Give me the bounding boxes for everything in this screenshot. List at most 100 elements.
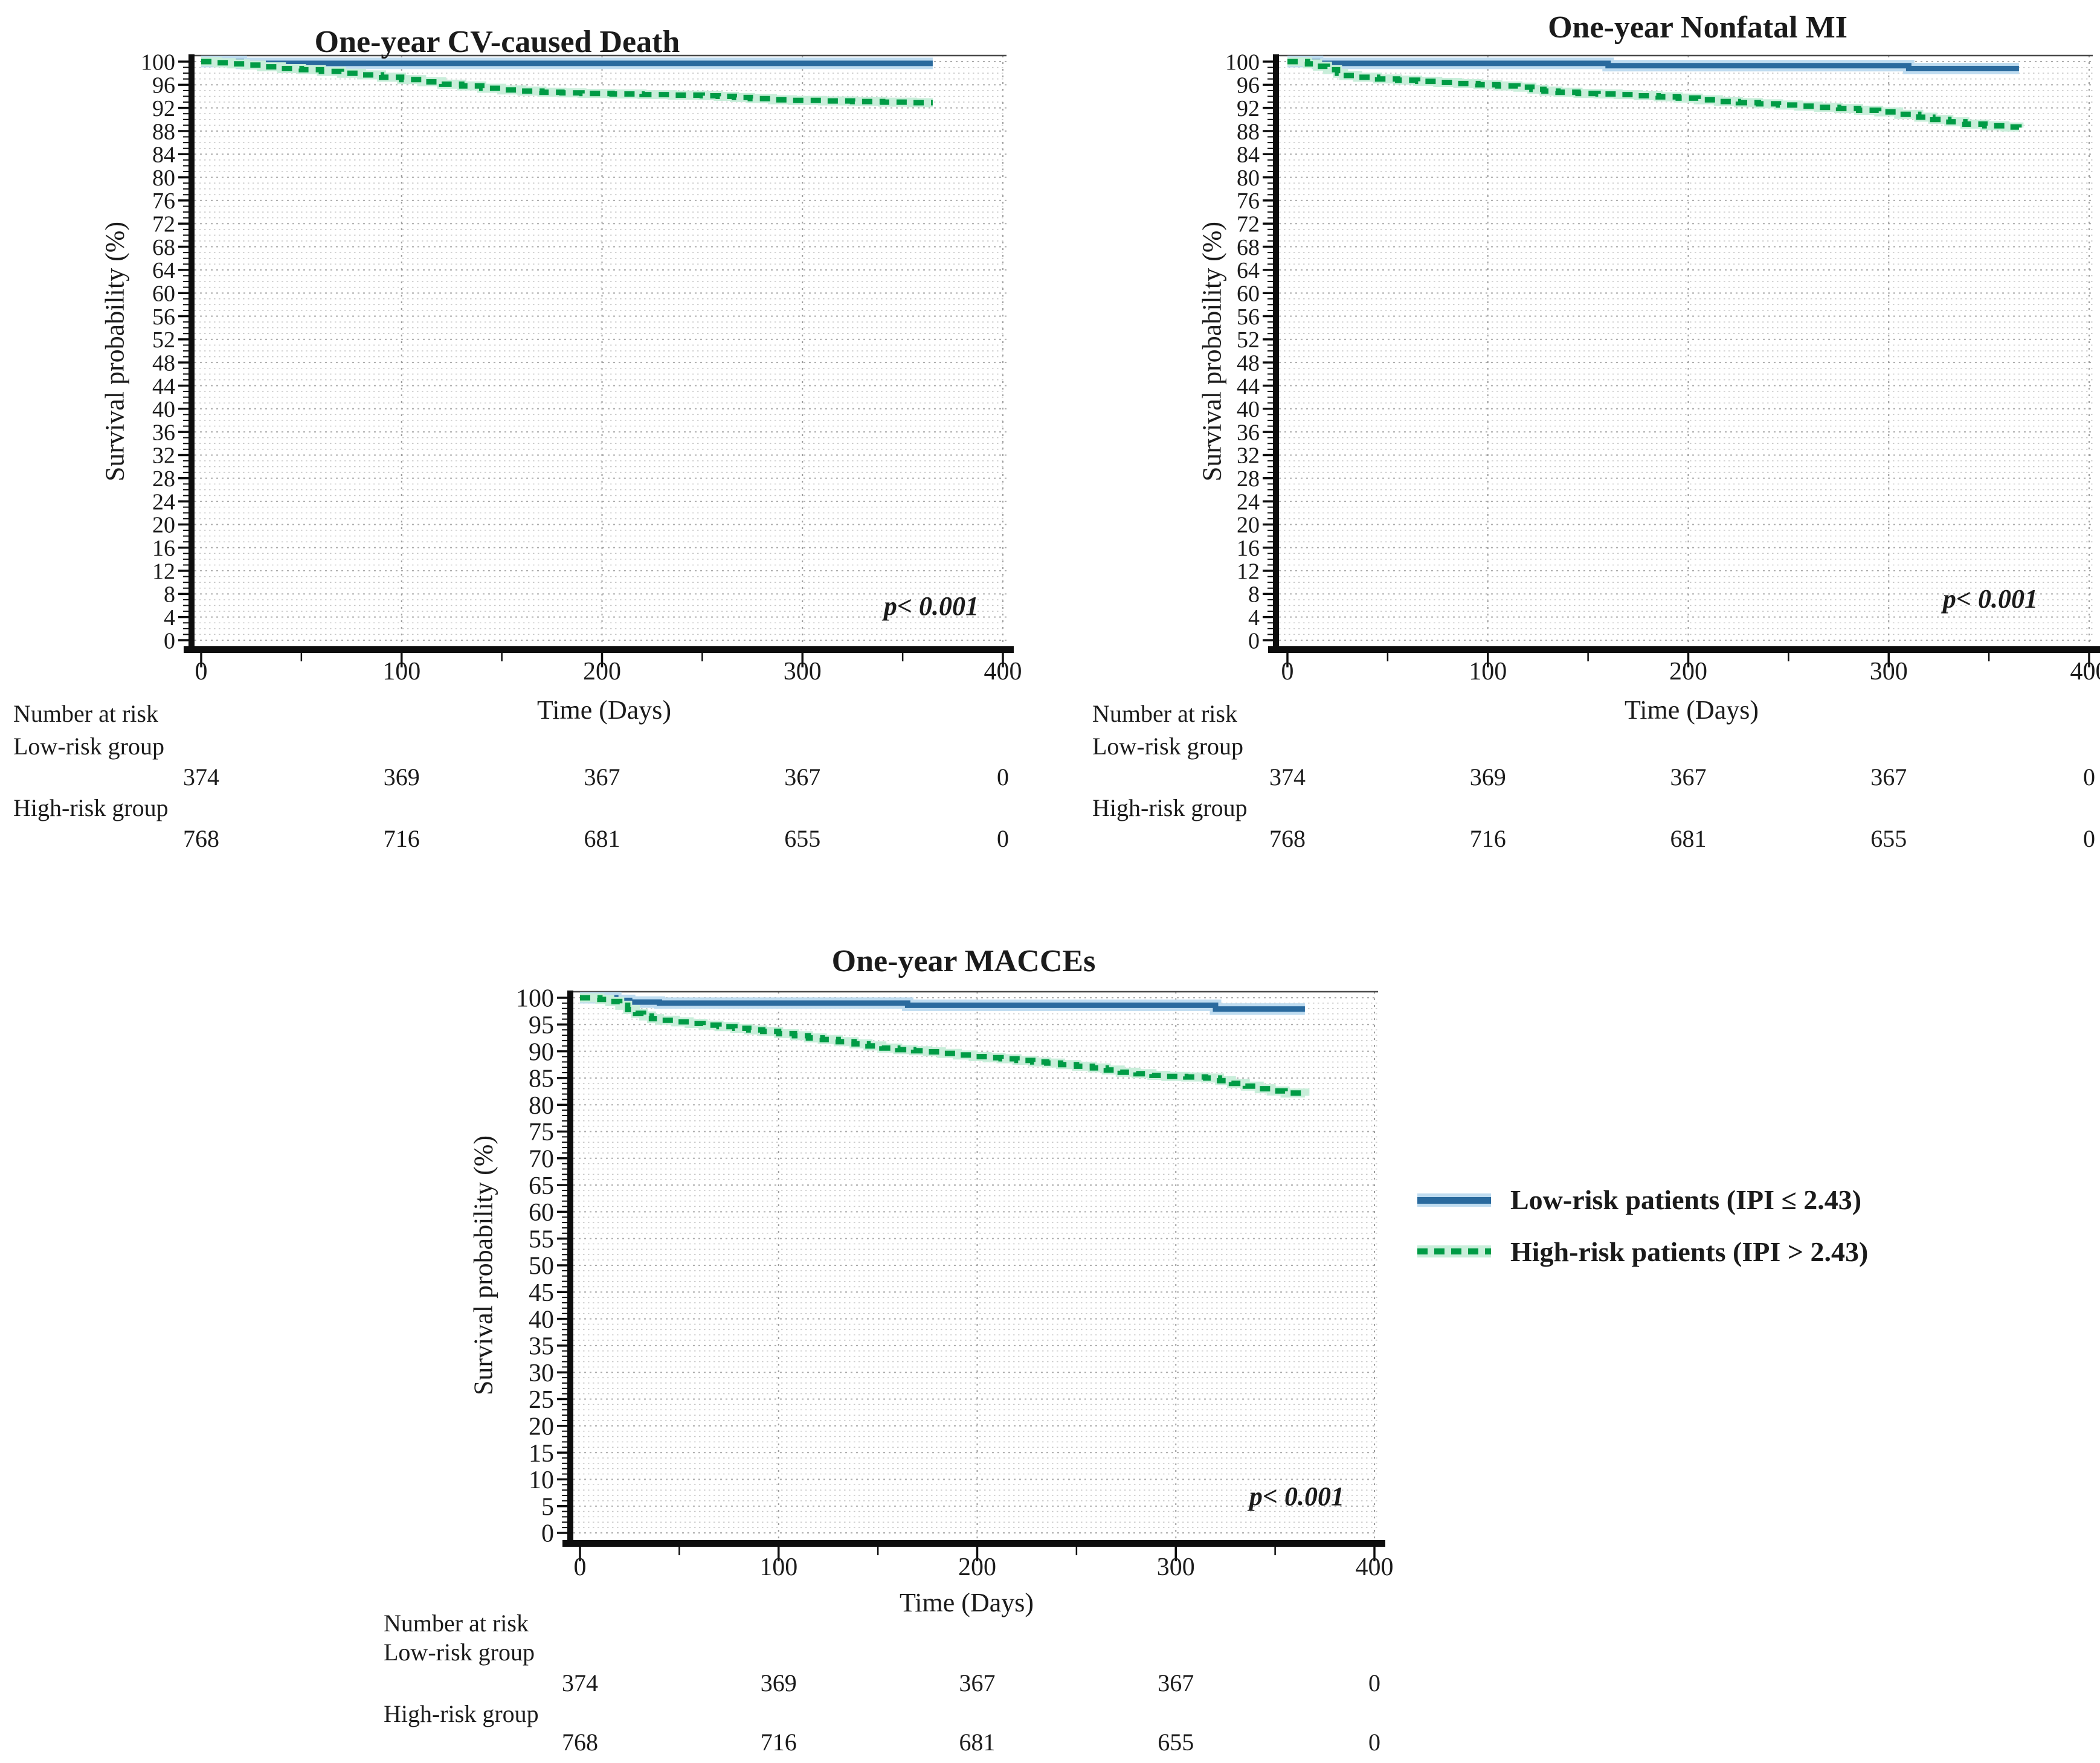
- p-value-nonfatal-mi: p< 0.001: [1942, 584, 2038, 614]
- p-value-macces: p< 0.001: [1249, 1482, 1344, 1511]
- y-axis-line: [188, 54, 195, 651]
- y-tick-label: 56: [1237, 304, 1260, 330]
- risk-value: 367: [1670, 763, 1707, 791]
- high-risk-curve: [580, 995, 1308, 1096]
- y-tick-label: 72: [1237, 212, 1260, 237]
- risk-value: 0: [997, 763, 1009, 791]
- x-axis-line: [184, 646, 1014, 653]
- risk-value: 768: [562, 1729, 598, 1756]
- x-tick-label: 200: [583, 658, 621, 686]
- y-tick-label: 84: [1237, 143, 1260, 168]
- y-tick-label: 88: [152, 119, 175, 144]
- risk-value: 369: [384, 763, 420, 791]
- y-axis-line: [567, 991, 573, 1545]
- y-tick-label: 44: [1237, 374, 1260, 399]
- y-tick-label: 0: [541, 1520, 554, 1548]
- y-tick-label: 64: [1237, 258, 1260, 283]
- risk-value: 0: [2083, 763, 2095, 791]
- y-tick-label: 4: [1248, 605, 1260, 631]
- risk-value: 681: [959, 1729, 996, 1756]
- x-axis-title-cv-death: Time (Days): [536, 695, 672, 725]
- low-risk-curve: [201, 59, 933, 66]
- x-tick-label: 200: [958, 1553, 996, 1581]
- y-axis-line: [1273, 54, 1279, 651]
- risk-value: 367: [584, 763, 620, 791]
- y-tick-label: 80: [152, 165, 175, 191]
- y-tick-label: 76: [152, 188, 175, 214]
- risk-row-label-low: Low-risk group: [13, 733, 164, 760]
- y-tick-label: 0: [164, 628, 175, 653]
- y-tick-label: 28: [152, 466, 175, 492]
- risk-value: 369: [761, 1669, 797, 1697]
- risk-value: 768: [1269, 825, 1306, 852]
- y-tick-label: 12: [1237, 559, 1260, 584]
- y-tick-label: 44: [152, 374, 175, 399]
- risk-table-header: Number at risk: [13, 700, 158, 727]
- risk-value: 655: [784, 825, 820, 852]
- y-tick-label: 72: [152, 212, 175, 237]
- y-tick-label: 80: [1237, 165, 1260, 191]
- y-tick-label: 20: [529, 1413, 554, 1441]
- y-tick-label: 95: [529, 1012, 554, 1039]
- y-tick-label: 32: [152, 443, 175, 469]
- y-tick-label: 8: [1248, 582, 1260, 608]
- risk-value: 716: [384, 825, 420, 852]
- risk-row-label-low: Low-risk group: [384, 1639, 535, 1666]
- risk-value: 655: [1158, 1729, 1194, 1756]
- risk-row-label-high: High-risk group: [13, 794, 169, 821]
- risk-row-label-high: High-risk group: [384, 1700, 539, 1727]
- high-risk-curve: [1287, 59, 2022, 130]
- y-tick-label: 60: [152, 281, 175, 307]
- x-tick-label: 200: [1669, 658, 1707, 686]
- y-tick-label: 100: [141, 50, 175, 75]
- legend-sample-low-risk: [1417, 1193, 1491, 1207]
- y-tick-label: 92: [152, 96, 175, 121]
- x-tick-label: 100: [759, 1553, 797, 1581]
- risk-value: 0: [2083, 825, 2095, 852]
- high-risk-curve: [201, 59, 933, 106]
- risk-table-header: Number at risk: [384, 1610, 529, 1637]
- y-tick-label: 32: [1237, 443, 1260, 469]
- x-tick-label: 0: [1281, 658, 1294, 686]
- y-tick-label: 68: [152, 235, 175, 260]
- risk-value: 716: [1470, 825, 1506, 852]
- y-tick-label: 70: [529, 1146, 554, 1174]
- x-tick-label: 0: [195, 658, 208, 686]
- y-tick-label: 24: [152, 489, 175, 515]
- y-tick-label: 30: [529, 1360, 554, 1387]
- y-tick-label: 68: [1237, 235, 1260, 260]
- y-tick-label: 10: [529, 1466, 554, 1494]
- risk-value: 681: [1670, 825, 1707, 852]
- risk-value: 0: [1368, 1669, 1380, 1697]
- x-axis-title-macces: Time (Days): [899, 1588, 1034, 1617]
- legend-label-low-risk: Low-risk patients (IPI ≤ 2.43): [1510, 1184, 1862, 1215]
- solid-line-icon: [1417, 1196, 1491, 1204]
- y-tick-label: 0: [1248, 628, 1260, 653]
- y-tick-label: 48: [1237, 350, 1260, 376]
- x-tick-label: 300: [1157, 1553, 1195, 1581]
- high-risk-curve-halo: [580, 993, 1310, 1098]
- y-tick-label: 20: [1237, 513, 1260, 538]
- y-tick-label: 35: [529, 1333, 554, 1361]
- risk-value: 768: [183, 825, 219, 852]
- risk-value: 369: [1470, 763, 1506, 791]
- y-tick-label: 12: [152, 559, 175, 584]
- x-axis-title-nonfatal-mi: Time (Days): [1624, 695, 1759, 725]
- chart-title-nonfatal-mi: One-year Nonfatal MI: [1548, 10, 1847, 45]
- y-tick-label: 36: [152, 420, 175, 445]
- risk-value: 374: [183, 763, 219, 791]
- y-tick-label: 52: [152, 327, 175, 353]
- risk-row-label-high: High-risk group: [1092, 794, 1248, 821]
- risk-value: 367: [1870, 763, 1907, 791]
- x-tick-label: 100: [382, 658, 420, 686]
- y-tick-label: 60: [529, 1199, 554, 1227]
- y-tick-label: 60: [1237, 281, 1260, 307]
- y-tick-label: 80: [529, 1092, 554, 1120]
- y-tick-label: 48: [152, 350, 175, 376]
- y-tick-label: 8: [164, 582, 175, 608]
- x-tick-label: 300: [1870, 658, 1908, 686]
- y-tick-label: 88: [1237, 119, 1260, 144]
- x-tick-label: 400: [1356, 1553, 1394, 1581]
- y-tick-label: 28: [1237, 466, 1260, 492]
